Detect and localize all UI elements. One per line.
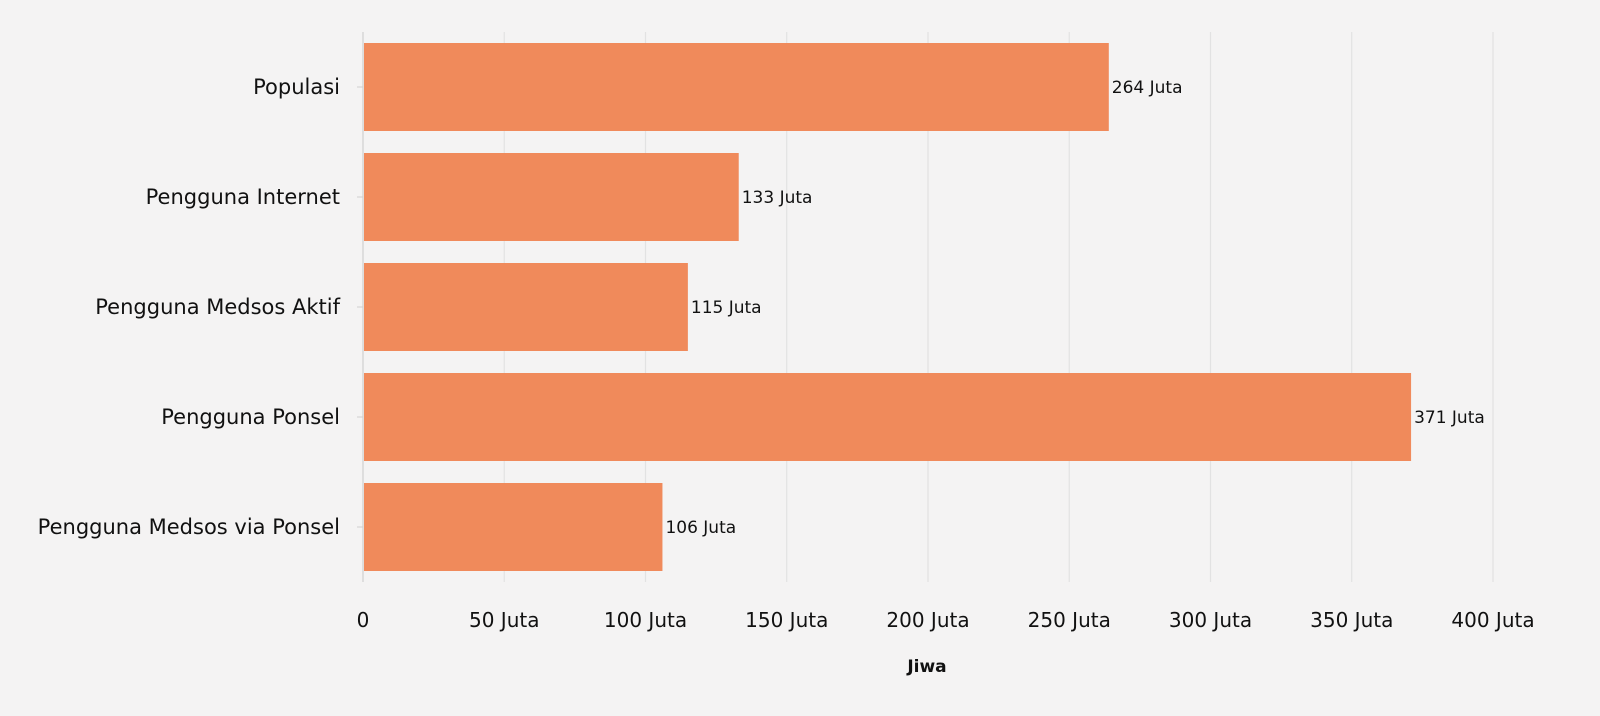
category-label: Pengguna Ponsel <box>161 405 340 429</box>
data-label: 264 Juta <box>1112 78 1183 98</box>
bar <box>364 263 688 351</box>
data-label: 133 Juta <box>742 188 813 208</box>
x-tick-label: 350 Juta <box>1310 608 1393 632</box>
bar <box>364 483 663 571</box>
x-tick-label: 250 Juta <box>1028 608 1111 632</box>
bar <box>364 373 1412 461</box>
axis-layer: 0 50 Juta 100 Juta 150 Juta 200 Juta 250 Juta… <box>38 32 1535 632</box>
x-tick-label: 400 Juta <box>1451 608 1534 632</box>
label-layer: 264 Juta 133 Juta 115 Juta 371 Juta 106 Juta <box>665 78 1484 538</box>
x-axis-title: Jiwa <box>906 657 946 677</box>
category-label: Pengguna Medsos via Ponsel <box>38 515 340 539</box>
x-tick-label: 200 Juta <box>886 608 969 632</box>
data-label: 115 Juta <box>691 298 762 318</box>
data-label: 106 Juta <box>665 518 736 538</box>
x-tick-label: 0 <box>357 608 370 632</box>
bar <box>364 43 1109 131</box>
x-tick-label: 300 Juta <box>1169 608 1252 632</box>
x-tick-label: 150 Juta <box>745 608 828 632</box>
bar <box>364 153 739 241</box>
category-label: Pengguna Internet <box>146 185 340 209</box>
bar-layer <box>364 43 1412 571</box>
x-tick-label: 50 Juta <box>469 608 539 632</box>
data-label: 371 Juta <box>1414 408 1485 428</box>
x-tick-label: 100 Juta <box>604 608 687 632</box>
category-label: Pengguna Medsos Aktif <box>95 295 340 319</box>
category-label: Populasi <box>253 75 340 99</box>
